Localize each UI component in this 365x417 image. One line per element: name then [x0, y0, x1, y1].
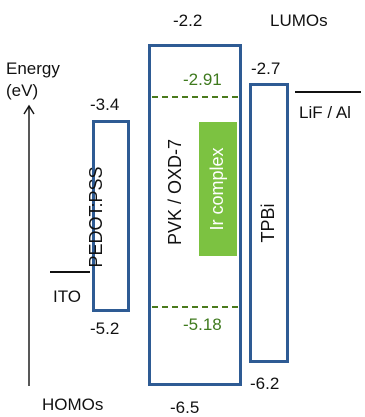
tpbi-box: TPBi [249, 83, 289, 363]
lumo-header: LUMOs [270, 11, 328, 30]
ir-homo-dashed-line [152, 306, 238, 308]
tpbi-label: TPBi [258, 203, 278, 243]
lif-al-level-line [295, 91, 361, 93]
pedot-homo-value: -5.2 [90, 319, 120, 338]
pedot-pss-label: PEDOT:PSS [86, 166, 106, 268]
ir-complex-label: Ir complex [207, 147, 227, 231]
ito-level-line [50, 271, 90, 273]
ir-complex-box: Ir complex [199, 122, 237, 256]
ir-lumo-value: -2.91 [183, 70, 222, 89]
energy-axis-arrow [23, 104, 35, 386]
energy-axis-label: Energy [6, 59, 60, 78]
ir-homo-value: -5.18 [183, 315, 222, 334]
homo-footer: HOMOs [42, 395, 104, 414]
pvk-homo-value: -6.5 [170, 398, 200, 417]
tpbi-homo-value: -6.2 [250, 374, 280, 393]
ito-label: ITO [53, 287, 82, 306]
pvk-oxd7-label: PVK / OXD-7 [165, 138, 185, 246]
pedot-lumo-value: -3.4 [90, 95, 120, 114]
pvk-lumo-value: -2.2 [173, 11, 203, 30]
lif-al-label: LiF / Al [299, 103, 351, 122]
ir-lumo-dashed-line [152, 96, 238, 98]
energy-axis-unit: (eV) [6, 81, 39, 100]
pedot-pss-box: PEDOT:PSS [86, 120, 130, 312]
tpbi-lumo-value: -2.7 [251, 59, 281, 78]
